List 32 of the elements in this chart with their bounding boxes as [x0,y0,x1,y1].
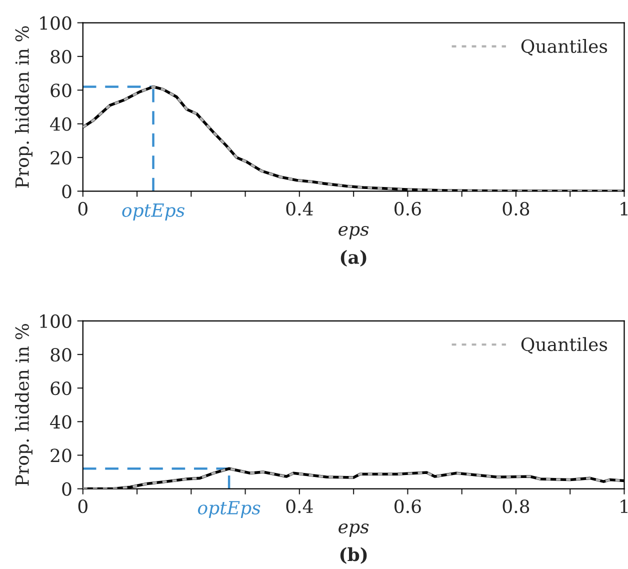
x-axis-title: eps [338,226,369,240]
y-tick-label: 80 [50,50,72,64]
y-tick-label: 60 [50,382,72,396]
y-tick-label: 0 [62,482,72,496]
x-tick-label: 0.6 [394,202,421,216]
legend-label: Quantiles [521,39,608,56]
x-tick-label: 1 [620,202,628,216]
y-tick-label: 0 [62,184,72,198]
text: (a) [340,250,366,267]
y-tick-label: 40 [50,415,72,429]
y-axis-title: Prop. hidden in % [14,324,32,486]
x-tick-label: 0.8 [502,202,530,216]
y-tick-label: 100 [40,314,72,328]
y-tick-label: 100 [40,16,72,30]
x-tick-label: 0 [78,202,88,216]
text: (b) [340,547,367,564]
y-axis-title: Prop. hidden in % [14,26,32,188]
y-tick-label: 40 [50,117,72,131]
ref-line-label: optEps [198,501,260,518]
x-tick-label: 0.4 [286,500,313,514]
x-tick-label: 0 [78,500,88,514]
x-tick-label: 0.6 [394,500,421,514]
ref-line-label: optEps [122,204,184,220]
x-tick-label: 0.4 [286,202,313,216]
x-tick-label: 1 [620,500,628,513]
x-tick-label: 0.8 [502,500,530,514]
x-axis-title: eps [338,524,369,537]
y-tick-label: 20 [50,448,72,462]
legend-label: Quantiles [521,337,608,354]
y-tick-label: 80 [50,348,72,362]
y-tick-label: 20 [50,150,72,165]
y-tick-label: 60 [50,84,72,98]
